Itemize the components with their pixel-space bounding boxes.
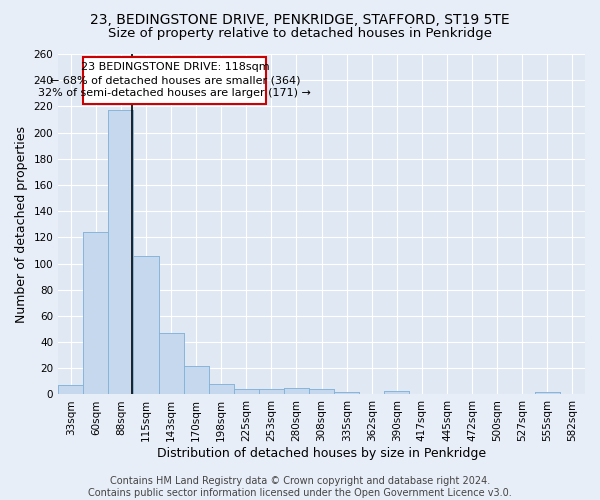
Bar <box>184 366 209 394</box>
Bar <box>133 256 158 394</box>
Bar <box>209 384 234 394</box>
Bar <box>209 384 234 394</box>
X-axis label: Distribution of detached houses by size in Penkridge: Distribution of detached houses by size … <box>157 447 486 460</box>
Bar <box>259 389 284 394</box>
Bar <box>158 333 184 394</box>
Bar <box>535 392 560 394</box>
Bar <box>535 392 560 394</box>
Bar <box>83 232 109 394</box>
Y-axis label: Number of detached properties: Number of detached properties <box>15 126 28 322</box>
Bar <box>58 386 83 394</box>
Bar <box>184 366 209 394</box>
Bar <box>385 390 409 394</box>
Text: Contains HM Land Registry data © Crown copyright and database right 2024.
Contai: Contains HM Land Registry data © Crown c… <box>88 476 512 498</box>
Bar <box>58 386 83 394</box>
Bar <box>259 389 284 394</box>
Bar <box>109 110 133 395</box>
Bar <box>109 110 133 395</box>
Bar <box>334 392 359 394</box>
Bar <box>334 392 359 394</box>
Bar <box>284 388 309 394</box>
Bar <box>133 256 158 394</box>
Bar <box>309 389 334 394</box>
Bar <box>158 333 184 394</box>
Text: Size of property relative to detached houses in Penkridge: Size of property relative to detached ho… <box>108 28 492 40</box>
Text: 23 BEDINGSTONE DRIVE: 118sqm
← 68% of detached houses are smaller (364)
32% of s: 23 BEDINGSTONE DRIVE: 118sqm ← 68% of de… <box>38 62 311 98</box>
Bar <box>234 389 259 394</box>
Text: 23, BEDINGSTONE DRIVE, PENKRIDGE, STAFFORD, ST19 5TE: 23, BEDINGSTONE DRIVE, PENKRIDGE, STAFFO… <box>90 12 510 26</box>
Bar <box>284 388 309 394</box>
Bar <box>385 390 409 394</box>
Bar <box>234 389 259 394</box>
Bar <box>309 389 334 394</box>
Bar <box>83 232 109 394</box>
FancyBboxPatch shape <box>83 56 266 104</box>
